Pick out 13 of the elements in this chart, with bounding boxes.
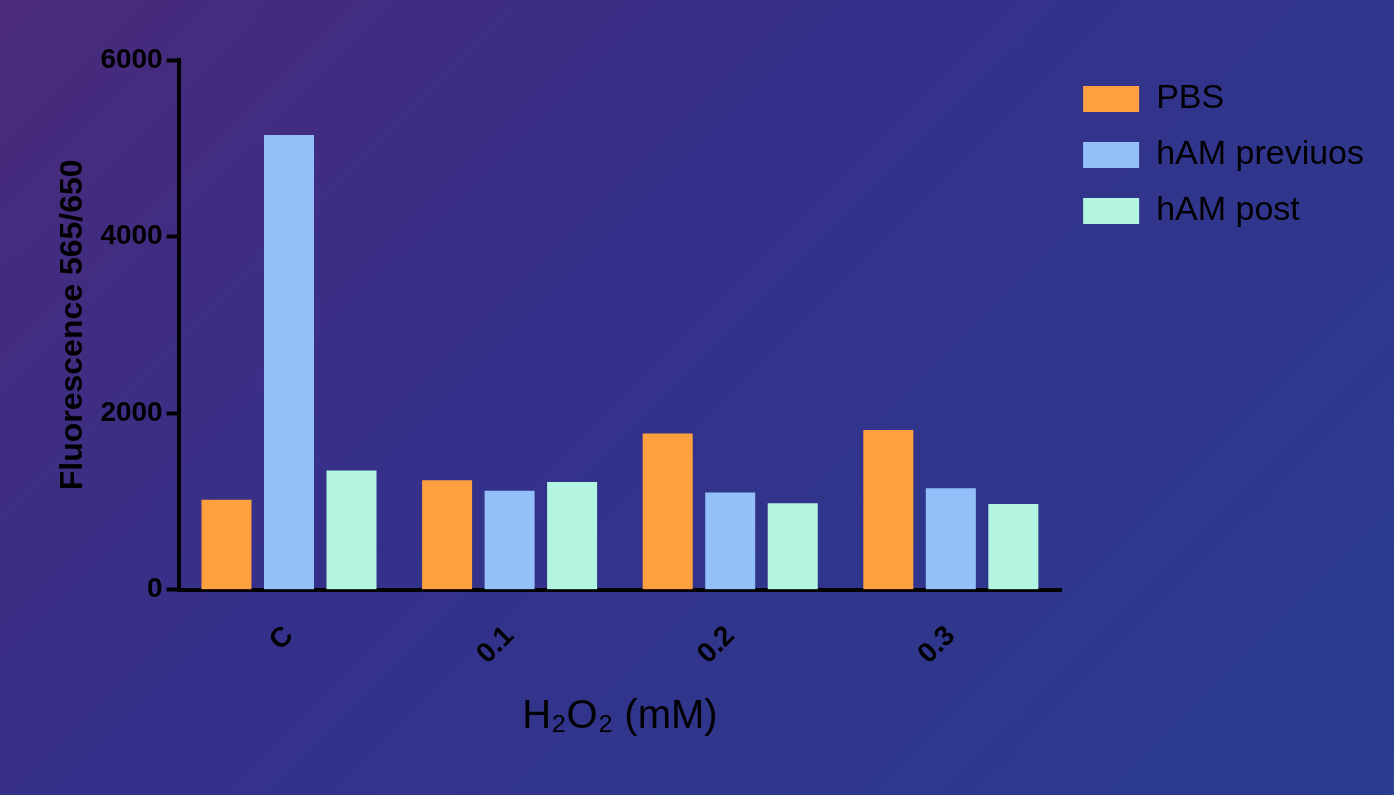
x-tick-label: C	[262, 619, 299, 656]
y-tick-label: 2000	[100, 395, 163, 427]
legend-label: hAM previuos	[1156, 133, 1365, 172]
x-tick-label: 0.2	[690, 619, 740, 669]
y-tick-label: 6000	[100, 42, 163, 74]
y-tick-label: 0	[147, 572, 163, 604]
x-axis-title: H₂O₂ (mM)	[522, 692, 718, 737]
x-tick-label: 0.1	[469, 619, 520, 669]
x-tick-label: 0.3	[911, 619, 961, 669]
y-tick-label: 4000	[100, 219, 163, 251]
legend-label: hAM post	[1156, 189, 1301, 228]
legend-label: PBS	[1156, 77, 1225, 116]
y-axis-title: Fluorescence 565/650	[53, 159, 90, 491]
